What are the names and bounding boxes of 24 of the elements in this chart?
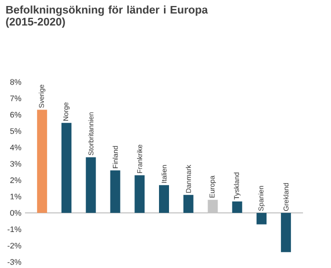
bar <box>37 110 48 213</box>
y-tick-label: 8% <box>10 79 22 85</box>
y-tick-label: 4% <box>10 144 22 150</box>
y-tick-label: 5% <box>10 128 22 134</box>
bar <box>280 212 291 252</box>
y-tick-label: -3% <box>8 259 22 265</box>
y-tick-label: 6% <box>10 112 22 118</box>
bar <box>159 185 170 213</box>
y-tick-label: 2% <box>10 177 22 183</box>
y-tick-label: 7% <box>10 95 22 102</box>
y-tick-label: -1% <box>8 226 22 232</box>
bar <box>256 212 267 224</box>
bar <box>86 157 96 213</box>
y-tick-label: 1% <box>10 194 22 200</box>
y-tick-label: -2% <box>8 242 22 248</box>
chart-title: Befolkningsökning för länder i Europa (2015-2020) <box>6 5 208 28</box>
bar <box>61 122 72 213</box>
y-tick-label: 3% <box>10 160 22 167</box>
bar <box>183 194 194 213</box>
bar <box>232 201 242 213</box>
bar <box>134 175 145 213</box>
bar <box>110 170 120 213</box>
y-tick-label: 0% <box>10 210 22 216</box>
bar <box>208 200 218 213</box>
